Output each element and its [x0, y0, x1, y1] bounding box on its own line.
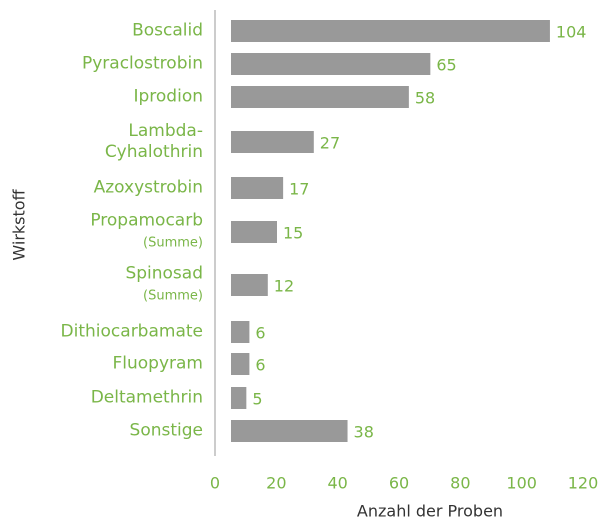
x-tick-label: 0 [210, 474, 220, 493]
value-label: 17 [289, 180, 309, 199]
bar [231, 177, 284, 199]
bar [231, 20, 550, 42]
y-axis-title: Wirkstoff [10, 188, 29, 260]
category-label: Boscalid [132, 20, 203, 41]
bar [231, 221, 277, 243]
value-label: 5 [252, 390, 262, 409]
category-label: Iprodion [133, 86, 203, 107]
value-label: 65 [436, 56, 456, 75]
bar [231, 321, 250, 343]
bar [231, 420, 348, 442]
value-label: 6 [255, 356, 265, 375]
category-label: Dithiocarbamate [60, 321, 203, 342]
value-label: 15 [283, 224, 303, 243]
category-label: Spinosad (Summe) [125, 263, 203, 304]
value-label: 12 [274, 277, 294, 296]
bar [231, 131, 314, 153]
category-label: Deltamethrin [90, 387, 203, 408]
bar [231, 387, 247, 409]
category-label: Fluopyram [112, 353, 204, 374]
category-label: Lambda- Cyhalothrin [104, 121, 203, 162]
bar [231, 353, 250, 375]
x-tick-label: 80 [450, 474, 470, 493]
value-label: 38 [354, 423, 374, 442]
category-label: Azoxystrobin [93, 177, 203, 198]
category-label: Propamocarb (Summe) [90, 210, 203, 251]
x-tick-label: 20 [266, 474, 286, 493]
value-label: 6 [255, 324, 265, 343]
x-tick-label: 60 [389, 474, 409, 493]
x-tick-label: 40 [327, 474, 347, 493]
value-label: 27 [320, 134, 340, 153]
category-label: Sonstige [129, 420, 203, 441]
value-label: 104 [556, 23, 587, 42]
bar [231, 53, 431, 75]
x-tick-label: 120 [568, 474, 599, 493]
value-label: 58 [415, 89, 435, 108]
category-label: Pyraclostrobin [81, 53, 203, 74]
x-tick-label: 100 [506, 474, 537, 493]
bar [231, 86, 409, 108]
bar [231, 274, 268, 296]
x-axis-title: Anzahl der Proben [357, 502, 503, 521]
